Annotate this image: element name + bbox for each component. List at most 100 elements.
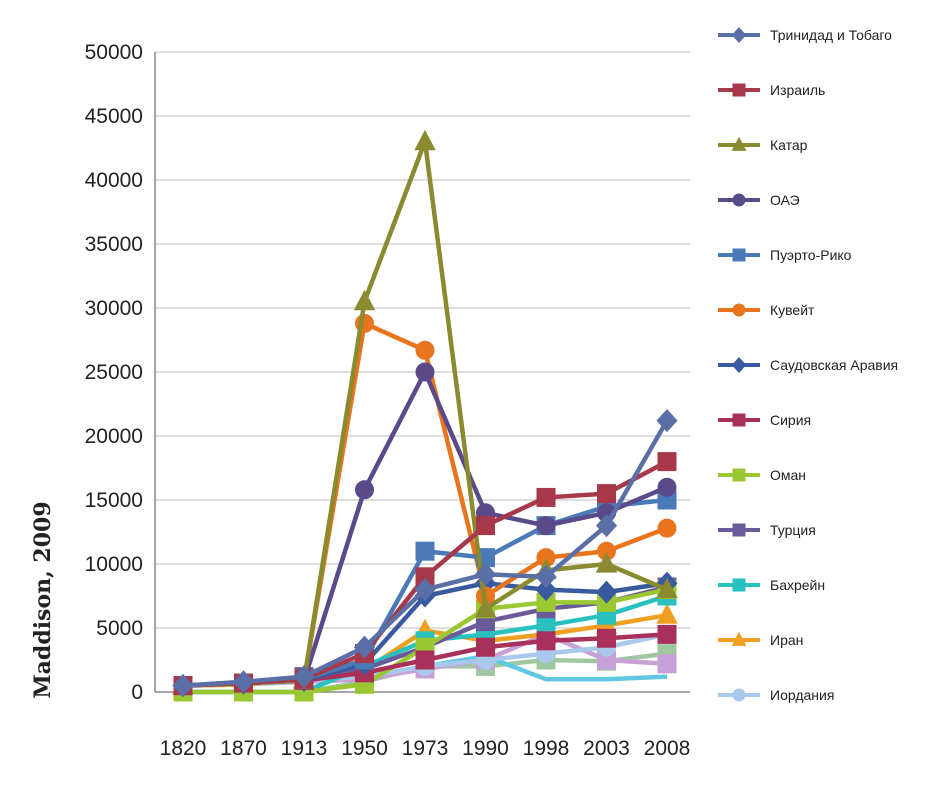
legend-label: Саудовская Аравия xyxy=(770,357,898,373)
data-point xyxy=(415,362,435,382)
legend-swatch-marker xyxy=(731,631,747,646)
data-point xyxy=(657,452,677,472)
data-point xyxy=(232,670,255,694)
legend-swatch-marker xyxy=(732,468,746,482)
legend-label: Турция xyxy=(770,522,816,538)
data-point xyxy=(535,578,557,602)
legend-label: Тринидад и Тобаго xyxy=(770,27,892,43)
x-tick-label: 1973 xyxy=(402,737,449,760)
legend-label: Кувейт xyxy=(770,302,815,318)
y-tick-label: 0 xyxy=(131,681,143,704)
data-point xyxy=(535,565,557,589)
legend-label: Бахрейн xyxy=(770,577,825,593)
y-tick-label: 30000 xyxy=(85,297,143,320)
data-point xyxy=(474,562,497,586)
series-lines xyxy=(172,129,678,702)
data-point xyxy=(172,674,194,698)
data-point xyxy=(415,541,435,561)
data-point xyxy=(353,289,376,311)
legend-swatch-marker xyxy=(732,578,746,592)
legend-label: Иран xyxy=(770,632,803,648)
y-tick-label: 20000 xyxy=(85,425,143,448)
legend-item: Оман xyxy=(718,467,806,483)
legend-item: Иордания xyxy=(718,687,834,703)
legend-item: ОАЭ xyxy=(718,192,800,208)
data-point xyxy=(656,409,678,433)
x-tick-label: 1870 xyxy=(220,737,267,760)
y-tick-label: 10000 xyxy=(85,553,143,576)
legend-swatch-marker xyxy=(732,413,746,427)
data-point xyxy=(657,624,677,644)
data-point xyxy=(476,516,495,536)
series-0 xyxy=(172,409,678,698)
legend-item: Турция xyxy=(718,522,816,538)
x-tick-label: 1998 xyxy=(523,737,570,760)
legend-item: Кувейт xyxy=(718,302,815,318)
data-point xyxy=(536,631,556,651)
x-tick-label: 1820 xyxy=(160,737,207,760)
x-tick-label: 1913 xyxy=(281,737,328,760)
y-tick-label: 15000 xyxy=(85,489,143,512)
y-tick-label: 35000 xyxy=(85,233,143,256)
data-point xyxy=(595,514,618,538)
legend-item: Бахрейн xyxy=(718,577,825,593)
legend-item: Тринидад и Тобаго xyxy=(718,27,892,43)
legend-swatch-marker xyxy=(731,357,747,373)
y-tick-label: 25000 xyxy=(85,361,143,384)
x-tick-label: 2008 xyxy=(644,737,691,760)
legend-swatch-marker xyxy=(732,303,746,317)
x-tick-label: 1990 xyxy=(462,737,509,760)
y-tick-label: 5000 xyxy=(96,617,143,640)
y-axis-label: Maddison, 2009 xyxy=(30,501,56,698)
legend-item: Катар xyxy=(718,136,808,153)
data-point xyxy=(414,578,436,602)
legend-label: Катар xyxy=(770,137,808,153)
legend-swatch-marker xyxy=(731,27,747,43)
legend-swatch-marker xyxy=(732,83,746,97)
data-point xyxy=(595,580,618,604)
legend-label: Оман xyxy=(770,467,806,483)
data-point xyxy=(536,487,556,507)
y-tick-label: 50000 xyxy=(85,41,143,64)
data-point xyxy=(657,518,677,538)
data-point xyxy=(414,129,436,151)
legend: Тринидад и Тобаго Израиль Катар ОАЭ Пуэрто-Р… xyxy=(718,27,898,703)
data-point xyxy=(293,665,315,689)
data-point xyxy=(476,637,495,657)
data-point xyxy=(656,603,678,624)
x-tick-labels: 1820 1870 1913 1950 1973 1990 1998 2003 2008 xyxy=(160,737,691,760)
legend-item: Иран xyxy=(718,631,803,648)
y-tick-label: 40000 xyxy=(85,169,143,192)
data-point xyxy=(474,596,497,618)
x-tick-label: 1950 xyxy=(341,737,388,760)
legend-item: Сирия xyxy=(718,412,811,428)
legend-label: Сирия xyxy=(770,412,811,428)
data-point xyxy=(657,477,677,497)
data-point xyxy=(355,480,374,500)
legend-label: Израиль xyxy=(770,82,825,98)
data-point xyxy=(595,552,618,573)
legend-label: ОАЭ xyxy=(770,192,800,208)
data-point xyxy=(597,484,616,504)
y-tick-labels: 0 5000 10000 15000 20000 25000 30000 35000 40000… xyxy=(85,41,143,704)
legend-label: Иордания xyxy=(770,687,834,703)
data-point xyxy=(656,577,678,599)
legend-item: Саудовская Аравия xyxy=(718,357,898,373)
data-point xyxy=(353,635,376,659)
legend-item: Пуэрто-Рико xyxy=(718,247,852,263)
legend-swatch-marker xyxy=(732,193,746,207)
data-point xyxy=(536,516,556,536)
y-tick-label: 45000 xyxy=(85,105,143,128)
legend-label: Пуэрто-Рико xyxy=(770,247,852,263)
legend-swatch-marker xyxy=(731,136,747,151)
x-tick-label: 2003 xyxy=(583,737,630,760)
legend-swatch-marker xyxy=(732,248,746,262)
data-point xyxy=(415,650,435,670)
legend-swatch-marker xyxy=(732,688,746,702)
legend-item: Израиль xyxy=(718,82,825,98)
data-point xyxy=(597,628,616,648)
data-point xyxy=(415,340,435,360)
data-point xyxy=(657,654,677,674)
legend-swatch-marker xyxy=(732,523,746,537)
